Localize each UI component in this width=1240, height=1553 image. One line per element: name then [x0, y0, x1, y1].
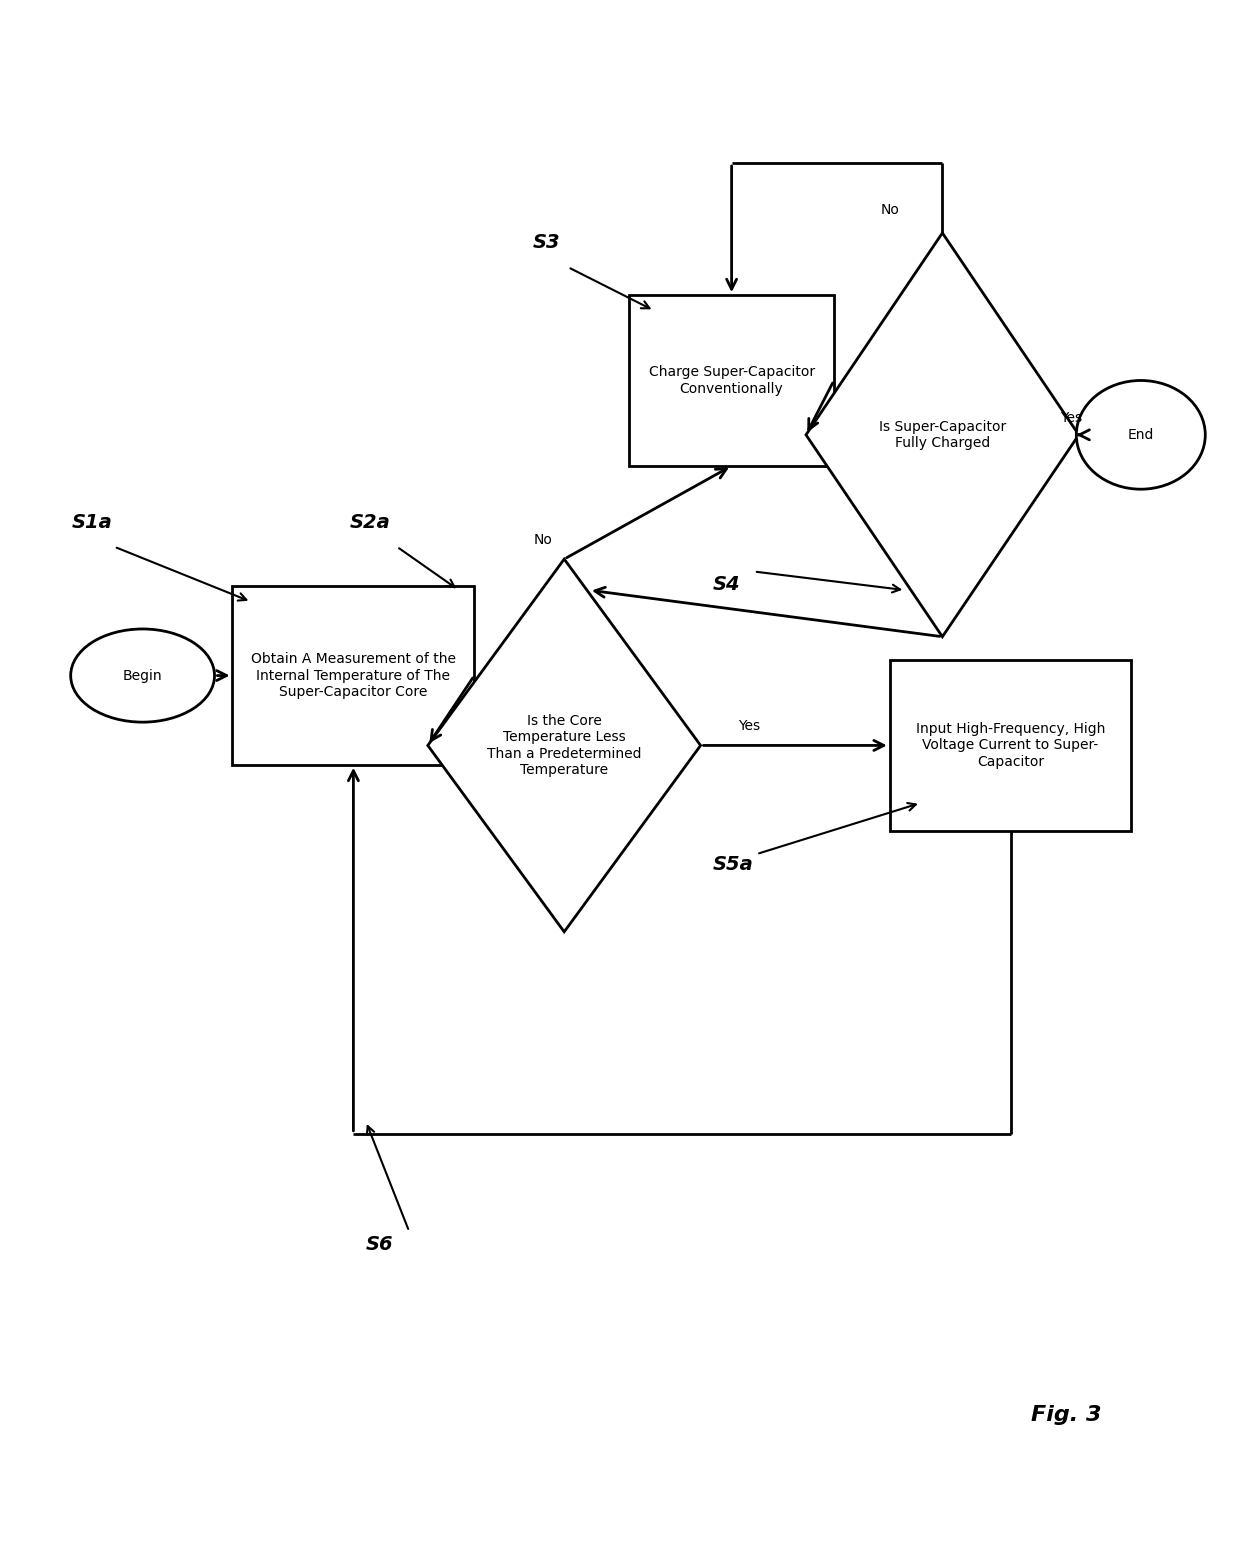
- Polygon shape: [806, 233, 1079, 637]
- Text: Is the Core
Temperature Less
Than a Predetermined
Temperature: Is the Core Temperature Less Than a Pred…: [487, 714, 641, 776]
- Text: Is Super-Capacitor
Fully Charged: Is Super-Capacitor Fully Charged: [879, 419, 1006, 450]
- Text: S4: S4: [713, 575, 740, 595]
- FancyBboxPatch shape: [629, 295, 833, 466]
- Text: Fig. 3: Fig. 3: [1032, 1405, 1101, 1426]
- Text: Begin: Begin: [123, 668, 162, 683]
- Ellipse shape: [71, 629, 215, 722]
- Text: Input High-Frequency, High
Voltage Current to Super-
Capacitor: Input High-Frequency, High Voltage Curre…: [916, 722, 1105, 769]
- Text: Yes: Yes: [1060, 412, 1083, 426]
- Ellipse shape: [1076, 380, 1205, 489]
- Polygon shape: [428, 559, 701, 932]
- Text: Obtain A Measurement of the
Internal Temperature of The
Super-Capacitor Core: Obtain A Measurement of the Internal Tem…: [250, 652, 456, 699]
- Text: No: No: [880, 203, 899, 217]
- Text: S1a: S1a: [72, 512, 113, 533]
- FancyBboxPatch shape: [232, 587, 474, 766]
- Text: S6: S6: [366, 1235, 393, 1255]
- Text: S5a: S5a: [713, 854, 754, 874]
- Text: Yes: Yes: [738, 719, 760, 733]
- Text: S3: S3: [533, 233, 560, 253]
- Text: End: End: [1127, 427, 1154, 443]
- Text: No: No: [533, 533, 552, 547]
- Text: S2a: S2a: [350, 512, 391, 533]
- Text: Charge Super-Capacitor
Conventionally: Charge Super-Capacitor Conventionally: [649, 365, 815, 396]
- FancyBboxPatch shape: [889, 660, 1131, 831]
